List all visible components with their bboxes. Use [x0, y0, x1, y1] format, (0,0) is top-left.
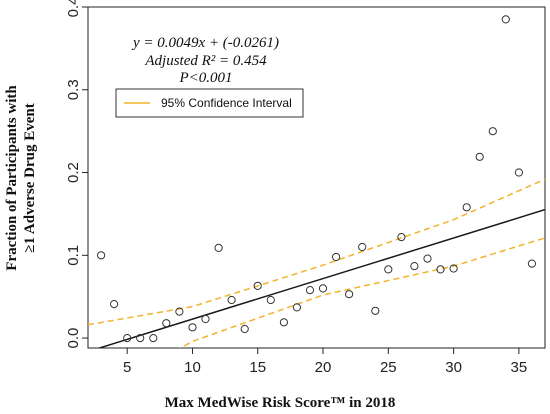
data-point: [149, 334, 158, 343]
y-axis-title-line1: Fraction of Participants with: [4, 85, 20, 271]
x-tick-label: 15: [249, 359, 266, 376]
data-point: [514, 168, 524, 177]
data-point: [201, 314, 210, 324]
data-point: [318, 284, 328, 293]
data-point: [214, 243, 223, 252]
data-point: [527, 259, 537, 268]
data-point: [371, 306, 380, 315]
data-point: [462, 203, 471, 212]
adjusted-r2: Adjusted R² = 0.454: [144, 53, 267, 69]
data-point: [488, 127, 497, 136]
y-axis-title-line2: ≥1 Adverse Drug Event: [22, 103, 38, 252]
data-point: [97, 251, 106, 260]
data-point: [358, 242, 367, 252]
y-tick-label: 0.1: [65, 245, 82, 266]
plot-frame: [87, 6, 546, 349]
y-tick-label: 0.3: [65, 79, 82, 100]
data-point: [423, 254, 432, 263]
data-point: [436, 265, 445, 274]
data-point: [475, 152, 484, 161]
legend: 95% Confidence Interval: [115, 88, 304, 118]
data-point: [188, 323, 197, 332]
y-tick-label: 0.0: [65, 328, 82, 349]
data-point: [397, 233, 406, 242]
x-tick-label: 35: [511, 359, 528, 376]
data-point: [449, 264, 458, 273]
data-point: [162, 319, 171, 328]
data-point: [266, 295, 275, 305]
legend-label: 95% Confidence Interval: [161, 96, 292, 110]
data-point: [410, 262, 419, 271]
confidence-band-upper: [88, 178, 545, 326]
x-tick-label: 25: [380, 359, 397, 376]
data-point: [253, 281, 262, 290]
data-point: [123, 334, 132, 343]
p-value: P<0.001: [178, 70, 232, 86]
regression-line: [96, 208, 545, 348]
confidence-band-lower: [179, 237, 545, 348]
x-axis-title: Max MedWise Risk Score™ in 2018: [165, 395, 396, 411]
x-tick-label: 10: [184, 359, 201, 376]
data-point: [384, 265, 393, 274]
data-point: [175, 307, 184, 316]
y-tick-label: 0.2: [65, 162, 82, 183]
data-point: [305, 286, 315, 295]
data-point: [292, 303, 301, 312]
data-point: [227, 295, 236, 305]
data-point: [136, 334, 145, 343]
x-tick-label: 5: [123, 359, 131, 376]
data-point: [110, 300, 119, 309]
x-tick-label: 20: [315, 359, 332, 376]
x-tick-label: 30: [445, 359, 462, 376]
y-tick-label: 0.4: [65, 0, 82, 17]
data-point: [345, 290, 354, 299]
regression-equation: y = 0.0049x + (-0.0261): [131, 35, 279, 51]
data-point: [240, 324, 249, 334]
data-point: [501, 15, 510, 24]
data-point: [279, 318, 288, 327]
data-point: [332, 252, 341, 262]
